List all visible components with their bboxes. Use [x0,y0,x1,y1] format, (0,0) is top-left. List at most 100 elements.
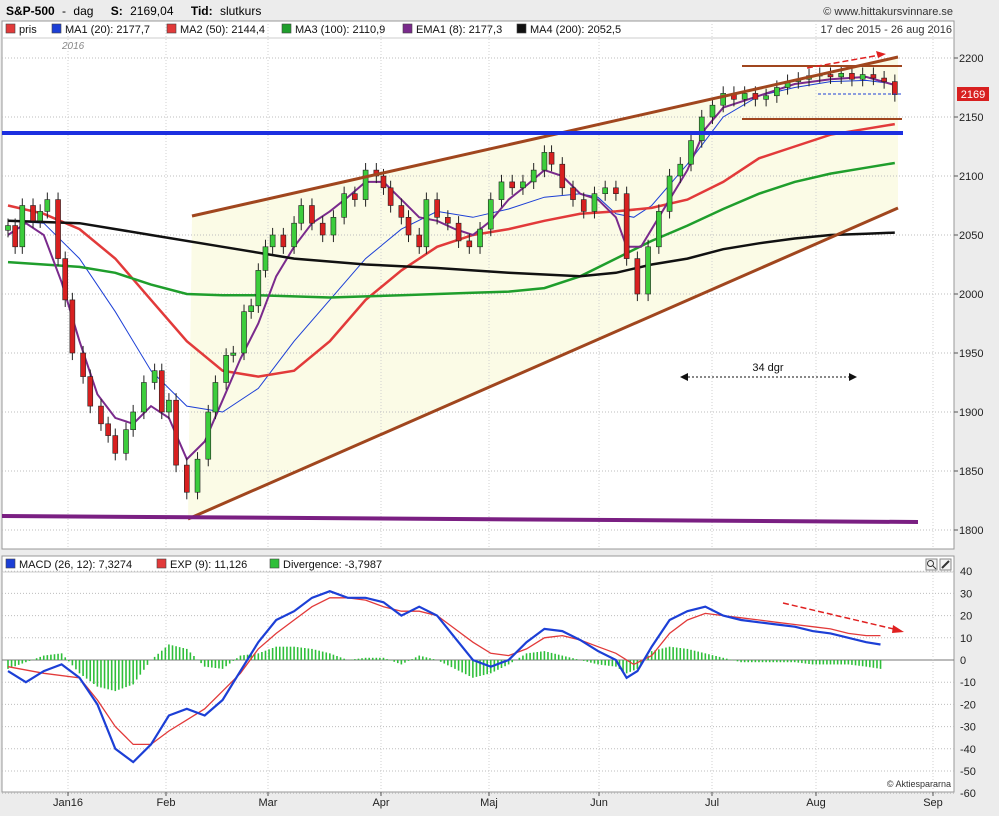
candle [87,376,94,407]
candle [774,87,780,97]
candle [19,205,26,248]
series-line-ma2-50- [7,122,896,378]
candle [881,77,887,82]
candle [548,152,555,165]
legend-swatch [166,23,177,34]
moving-average-lines [7,75,896,461]
candle [212,382,219,413]
price-legend: pris MA1 (20): 2177,7 MA2 (50): 2144,4 MA3 … [5,23,621,36]
candle [352,193,358,200]
candle [509,181,516,189]
macd-divergence-arrow [782,602,899,631]
macd-plot-area [1,555,955,793]
candle [645,246,651,295]
series-line-ma4-200- [7,219,895,278]
lower-trend-line [187,206,899,521]
candle [30,205,36,222]
candle [319,222,326,236]
candle [205,411,212,460]
date-range: 17 dec 2015 - 26 aug 2016 [820,24,952,36]
candle [55,199,61,259]
period: dag [73,4,93,18]
candle [752,93,759,100]
magnifier-handle-icon [932,565,937,570]
legend-swatch [281,23,292,34]
header-bar: S&P-500 - dag S: 2169,04 Tid: slutkurs ©… [6,4,953,36]
candle [741,93,748,100]
candles [5,66,898,500]
candle [309,205,315,224]
magnifier-icon [927,560,934,567]
candle [173,399,179,466]
x-tick-label: Aug [806,797,826,809]
legend-label: MA4 (200): 2052,5 [530,24,621,36]
candle [12,225,18,248]
candle [241,311,247,354]
wrench-icon [941,560,950,569]
candle [445,217,451,224]
year-label: 2016 [61,41,85,52]
candle [688,140,694,165]
upper-trend-line [191,55,899,218]
candle [487,199,494,230]
candle [37,211,43,222]
x-tick-label: Mar [259,797,278,809]
candle [62,258,69,301]
macd-tick-label: 30 [960,588,972,600]
series-line-ema1-8- [7,75,896,461]
legend-swatch [5,23,16,34]
candle [570,187,576,200]
macd-legend: MACD (26, 12): 7,3274 EXP (9): 11,126 Dive… [5,558,382,571]
series-line-ma3-100- [7,161,896,299]
candle [255,270,262,307]
x-tick-label: Apr [372,797,389,809]
candle [541,152,548,171]
candle [466,240,473,248]
price-tick-label: 1950 [959,348,983,360]
s-label: S: [111,4,123,18]
candle [141,382,147,413]
zoom-tool-icon[interactable] [925,558,938,571]
candle [398,205,405,218]
price-tick-label: 2200 [959,53,983,65]
header-sep: - [62,4,66,18]
tid-value: slutkurs [220,4,261,18]
price-tick-label: 1850 [959,466,983,478]
candle [184,464,190,493]
candle [405,217,412,236]
candle [709,104,716,118]
candle [105,423,111,436]
price-tick-label: 2150 [959,112,983,124]
legend-swatch [269,558,280,569]
x-tick-label: Maj [480,797,498,809]
legend-label: MA3 (100): 2110,9 [295,24,385,36]
macd-series-line-exp [7,597,881,746]
price-badge: 2169 [961,89,985,101]
candle [892,81,898,95]
days-span-arrow-right [849,373,857,381]
candle [166,399,172,413]
candle [623,193,630,259]
candle [130,411,136,431]
legend-label: MACD (26, 12): 7,3274 [19,559,132,571]
candle [477,228,483,248]
candle [530,169,537,183]
price-divergence-arrow [806,54,881,69]
candle [262,246,269,271]
macd-tick-label: -50 [960,766,976,778]
candle [330,217,337,236]
candle [849,73,855,80]
macd-tick-label: -20 [960,699,976,711]
candle [98,405,104,425]
candle [158,370,165,413]
legend-swatch [156,558,167,569]
macd-tick-label: 20 [960,611,972,623]
legend-label: EXP (9): 11,126 [170,559,247,571]
legend-swatch [5,558,16,569]
macd-tick-label: -30 [960,722,976,734]
svg-text:S&P-500 - dag: S&P-500 - dag S: 2169,04 Tid: slutkurs [6,4,261,18]
legend-label: MA1 (20): 2177,7 [65,24,150,36]
candle [613,187,619,195]
candle [498,181,505,200]
